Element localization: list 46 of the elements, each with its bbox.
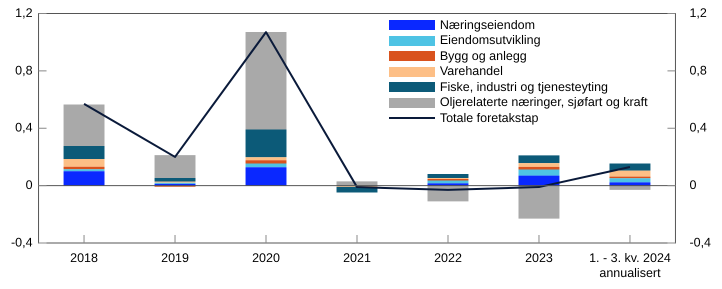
legend-label: Oljerelaterte næringer, sjøfart og kraft <box>440 95 648 110</box>
y2-tick-label: 0 <box>689 178 696 192</box>
y-tick-label: -0,4 <box>10 235 33 250</box>
x-tick-label: 2018 <box>70 250 98 265</box>
x-tick-label: 1. - 3. kv. 2024 annualisert <box>589 250 671 280</box>
x-tick-label: 2021 <box>343 250 371 265</box>
bar <box>609 178 650 182</box>
bar <box>246 164 286 168</box>
x-tick-label: 2023 <box>525 250 553 265</box>
y-tick-label: 1,2 <box>15 6 33 20</box>
y2-tick-label: -0,4 <box>689 235 712 250</box>
bar <box>154 155 196 178</box>
y-tick-label: 0,4 <box>15 120 33 135</box>
bar <box>518 166 560 170</box>
bar <box>64 171 105 186</box>
bar <box>518 186 560 219</box>
bar <box>246 167 286 186</box>
x-tick-label: 2019 <box>161 250 189 265</box>
bar <box>518 155 560 164</box>
y2-tick-label: 0,4 <box>689 120 707 135</box>
legend-label: Fiske, industri og tjenesteyting <box>440 80 608 95</box>
y2-tick-label: 0,8 <box>689 63 707 78</box>
bar <box>428 174 468 178</box>
x-tick-label: 2020 <box>252 250 280 265</box>
legend-label: Varehandel <box>440 64 503 80</box>
bar <box>246 160 286 164</box>
bar <box>246 157 286 160</box>
bar <box>246 32 286 130</box>
y-tick-label: 0 <box>26 178 33 192</box>
bar <box>518 163 560 167</box>
bar <box>64 146 105 159</box>
bar <box>246 130 286 158</box>
legend-label: Totale foretakstap <box>440 110 539 126</box>
legend-label: Næringseiendom <box>440 18 536 33</box>
y2-tick-label: 1,2 <box>689 6 707 20</box>
bar <box>428 180 468 184</box>
bar <box>518 170 560 176</box>
bar <box>64 104 105 146</box>
x-tick-label: 2022 <box>434 250 462 265</box>
y-tick-label: 0,8 <box>15 63 33 78</box>
legend-label: Eiendomsutvikling <box>440 33 541 48</box>
legend-label: Bygg og anlegg <box>440 48 527 64</box>
bar <box>64 166 105 170</box>
bar <box>154 178 196 182</box>
bar <box>609 170 650 177</box>
bar <box>64 158 105 167</box>
